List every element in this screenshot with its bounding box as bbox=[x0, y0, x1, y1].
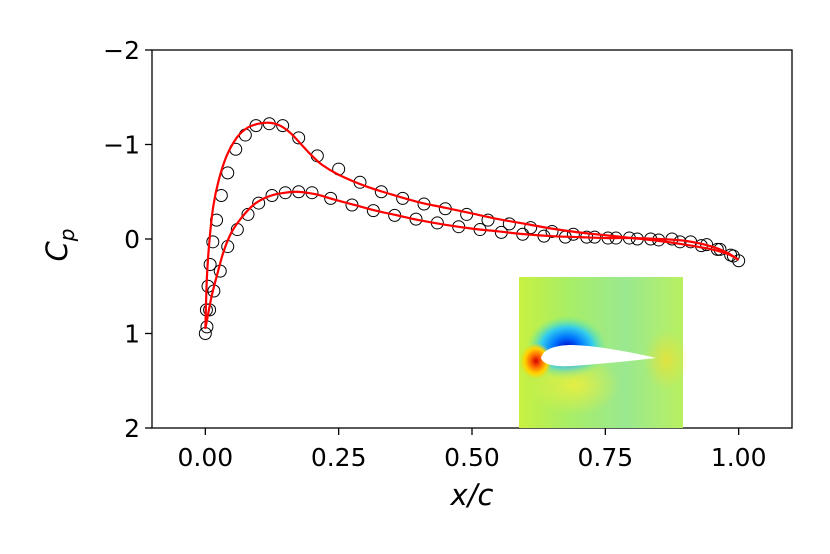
y-tick-label: 0 bbox=[124, 225, 140, 254]
data-point-marker bbox=[545, 224, 559, 238]
y-tick-label: −1 bbox=[103, 131, 140, 160]
inset-pressure-contour bbox=[519, 277, 688, 428]
data-point-marker bbox=[241, 207, 255, 221]
data-point-marker bbox=[481, 213, 495, 227]
x-tick-label: 0.75 bbox=[577, 443, 633, 472]
data-point-marker bbox=[238, 128, 252, 142]
x-tick-label: 0.00 bbox=[177, 443, 233, 472]
data-point-marker bbox=[726, 249, 740, 263]
inset-lower-pressure bbox=[530, 355, 620, 415]
data-point-marker bbox=[203, 258, 217, 272]
series-line bbox=[204, 190, 740, 329]
series-layer bbox=[198, 117, 746, 340]
data-point-marker bbox=[324, 191, 338, 205]
y-tick-label: 1 bbox=[124, 320, 140, 349]
data-point-marker bbox=[460, 207, 474, 221]
data-point-marker bbox=[206, 235, 220, 249]
x-tick-label: 1.00 bbox=[711, 443, 767, 472]
data-point-marker bbox=[502, 217, 516, 231]
x-tick-label: 0.25 bbox=[311, 443, 367, 472]
inset-airfoil-shape bbox=[541, 345, 656, 367]
svg-text:Cp: Cp bbox=[40, 229, 79, 262]
data-point-marker bbox=[374, 185, 388, 199]
axis-ticks: 0.00 0.25 0.50 0.75 1.00 −2 −1 0 1 2 bbox=[103, 36, 766, 472]
y-axis-label-main: C bbox=[40, 240, 74, 261]
data-point-marker bbox=[732, 254, 746, 268]
data-point-marker bbox=[265, 189, 279, 203]
data-point-marker bbox=[276, 119, 290, 133]
data-point-marker bbox=[252, 196, 266, 210]
x-tick-label: 0.50 bbox=[444, 443, 500, 472]
y-axis-label: Cp bbox=[40, 229, 79, 262]
x-axis-label: x/c bbox=[450, 478, 494, 512]
y-tick-label: 2 bbox=[124, 414, 140, 443]
data-point-marker bbox=[221, 166, 235, 180]
data-point-marker bbox=[292, 131, 306, 145]
y-tick-label: −2 bbox=[103, 36, 140, 65]
data-point-marker bbox=[566, 227, 580, 241]
inset-trailing-edge bbox=[644, 330, 688, 390]
inset-stagnation bbox=[520, 343, 552, 379]
y-axis-label-sub: p bbox=[55, 229, 79, 243]
